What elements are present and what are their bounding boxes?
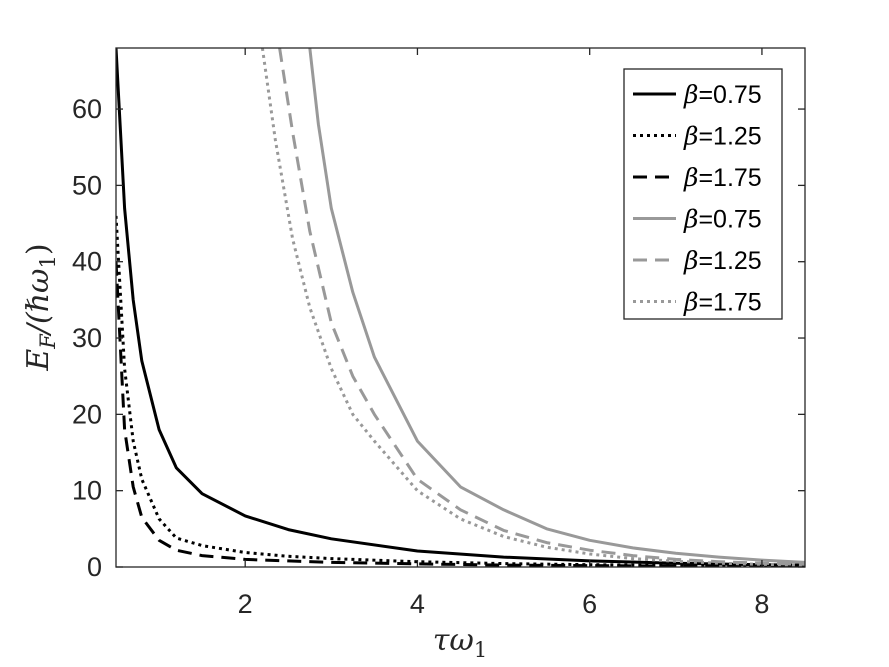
y-tick-label: 50 bbox=[72, 170, 102, 200]
series-line-3 bbox=[116, 261, 805, 567]
legend-label: β=1.75 bbox=[683, 163, 762, 192]
x-tick-label: 4 bbox=[410, 589, 425, 619]
legend-label: β=0.75 bbox=[683, 205, 762, 234]
series-layer bbox=[116, 48, 805, 567]
plot-frame bbox=[115, 47, 806, 568]
legend: β=0.75 β=1.25 β=1.75 β=0.75 β=1.25 β=1.75 bbox=[623, 68, 783, 320]
legend-label: β=1.25 bbox=[683, 122, 762, 151]
y-tick-label: 40 bbox=[72, 247, 102, 277]
x-axis-label: τω1 bbox=[433, 623, 487, 662]
legend-box bbox=[623, 68, 783, 320]
x-tick-label: 6 bbox=[582, 589, 597, 619]
y-axis-label: EF/(ℏω1) bbox=[21, 243, 60, 371]
series-line-4 bbox=[308, 48, 805, 564]
legend-label: β=1.25 bbox=[683, 246, 762, 275]
y-tick-label: 60 bbox=[72, 94, 102, 124]
series-line-2 bbox=[116, 215, 805, 567]
y-tick-label: 20 bbox=[72, 399, 102, 429]
tick-layer: 2 4 6 8 0 10 20 30 40 50 60 bbox=[72, 48, 805, 619]
series-line-6 bbox=[260, 48, 805, 567]
y-tick-label: 30 bbox=[72, 323, 102, 353]
y-tick-label: 10 bbox=[72, 476, 102, 506]
x-tick-label: 8 bbox=[754, 589, 769, 619]
legend-label: β=0.75 bbox=[683, 80, 762, 109]
series-line-5 bbox=[278, 48, 805, 566]
series-line-1 bbox=[116, 48, 805, 567]
x-tick-label: 2 bbox=[238, 589, 253, 619]
y-tick-label: 0 bbox=[87, 552, 102, 582]
legend-label: β=1.75 bbox=[683, 288, 762, 317]
